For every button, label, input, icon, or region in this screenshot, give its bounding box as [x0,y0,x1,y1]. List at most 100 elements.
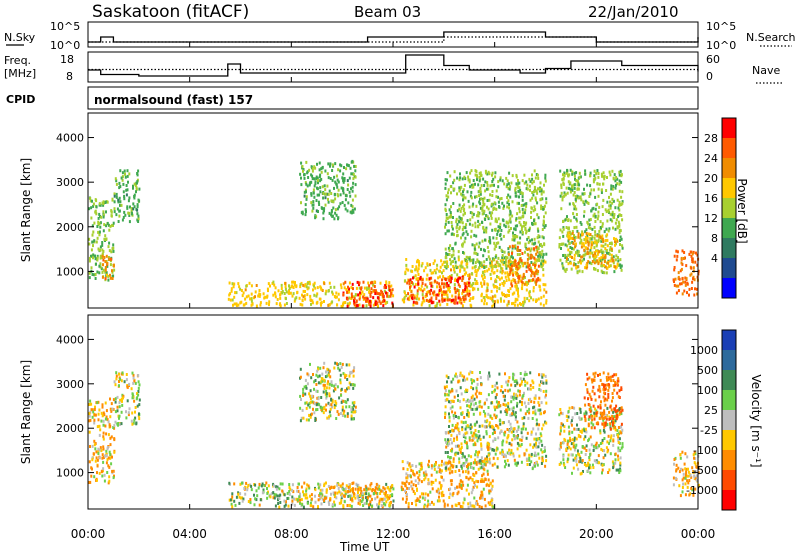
power-colorbar-swatch [722,118,736,138]
time-x-axis: 00:00 04:00 08:00 12:00 16:00 20:00 00:00 [71,42,716,541]
freq-left-tick-top: 18 [60,53,74,66]
power-colorbar-swatch [722,258,736,278]
power-patch-1 [101,254,115,281]
velocity-patch-5 [400,459,496,509]
velocity-patch-6 [443,370,548,471]
power-colorbar-swatch [722,138,736,158]
cpid-value: normalsound (fast) 157 [94,93,253,107]
velocity-patch-8 [583,371,624,431]
power-colorbar-tick-label: 20 [704,172,718,185]
velocity-colorbar: 1000 500 100 25 -25 -100 -500 -1000 [686,329,737,511]
power-colorbar-tick-label: 8 [711,232,718,245]
noise-right-tick-top: 10^5 [706,20,736,33]
freq-left-label-2: [MHz] [4,67,36,80]
power-colorbar-tick-label: 28 [704,132,718,145]
power-patch-12 [672,249,700,297]
x-tick-label: 00:00 [71,527,106,541]
velocity-colorbar-tick-label: 1000 [690,344,718,357]
power-colorbar-swatch [722,218,736,238]
power-y-ticks: 1000 2000 3000 4000 [56,132,698,278]
freq-right-tick-top: 60 [706,53,720,66]
velocity-patch-1 [113,371,141,427]
velocity-colorbar-tick-label: -1000 [686,484,718,497]
velocity-colorbar-swatch [722,450,736,470]
power-patch-3 [227,280,395,308]
power-colorbar-tick-label: 4 [711,252,718,265]
power-colorbar-frame [721,117,737,299]
y-tick-label: 4000 [56,132,84,145]
cpid-panel-frame [87,86,699,110]
velocity-colorbar-swatch [722,370,736,390]
velocity-colorbar-title: Velocity [m s⁻¹] [749,374,763,467]
power-colorbar-swatch [722,238,736,258]
velocity-colorbar-tick-label: -25 [700,424,718,437]
freq-right-label: Nave [752,64,780,77]
noise-left-tick-bottom: 10^0 [50,39,80,52]
velocity-colorbar-swatch [722,470,736,490]
velocity-colorbar-tick-label: 100 [697,384,718,397]
velocity-colorbar-tick-label: -500 [693,464,718,477]
y-tick-label: 2000 [56,221,84,234]
velocity-panel-frame [87,314,699,510]
power-colorbar-swatch [722,158,736,178]
x-tick-label: 00:00 [681,527,716,541]
velocity-colorbar-swatch [722,410,736,430]
velocity-colorbar-swatch [722,330,736,350]
power-colorbar-title: Power [dB] [735,178,749,243]
velocity-y-ticks: 1000 2000 3000 4000 [56,333,698,480]
y-tick-label: 3000 [56,176,84,189]
power-patch-10 [558,168,624,275]
velocity-y-label: Slant Range [km] [19,360,33,464]
velocity-colorbar-tick-label: 500 [697,364,718,377]
y-tick-label: 3000 [56,378,84,391]
noise-series-0 [88,31,699,43]
velocity-colorbar-swatch [722,390,736,410]
noise-right-label: N.Search [746,31,796,44]
noise-left-tick-top: 10^5 [50,20,80,33]
x-tick-label: 08:00 [274,527,309,541]
x-tick-label: 16:00 [477,527,512,541]
freq-left-tick-bottom: 8 [66,70,73,83]
velocity-colorbar-swatch [722,490,736,510]
freq-right-tick-bottom: 0 [706,70,713,83]
velocity-colorbar-swatch [722,430,736,450]
power-patch-9 [507,244,540,288]
station-title: Saskatoon (fitACF) [92,2,249,22]
freq-lines [88,54,699,77]
x-axis-label: Time UT [339,540,390,554]
noise-left-label: N.Sky [4,31,36,44]
power-colorbar-swatch [722,198,736,218]
noise-series-1 [88,36,699,43]
freq-left-label-1: Freq. [4,54,31,67]
noise-right-tick-bottom: 10^0 [706,39,736,52]
power-colorbar-tick-label: 16 [704,192,718,205]
y-tick-label: 4000 [56,333,84,346]
velocity-colorbar-frame [721,329,737,511]
x-tick-label: 12:00 [376,527,411,541]
power-heatmap [88,159,700,308]
y-tick-label: 1000 [56,265,84,278]
power-patch-5 [299,159,357,221]
y-tick-label: 2000 [56,422,84,435]
power-patch-7 [406,275,471,305]
power-colorbar-swatch [722,278,736,298]
power-colorbar-tick-label: 24 [704,152,718,165]
cpid-label: CPID [6,93,35,106]
velocity-colorbar-tick-label: 25 [704,404,718,417]
date-title: 22/Jan/2010 [588,3,679,21]
x-tick-label: 20:00 [579,527,614,541]
power-colorbar-swatch [722,178,736,198]
velocity-patch-7 [558,406,624,476]
velocity-colorbar-swatch [722,350,736,370]
noise-lines [88,31,699,43]
velocity-patch-3 [317,481,394,509]
power-patch-0 [88,196,116,282]
x-tick-label: 04:00 [172,527,207,541]
y-tick-label: 1000 [56,467,84,480]
power-y-label: Slant Range [km] [19,158,33,262]
power-patch-11 [566,231,619,270]
power-patch-4 [342,280,394,308]
velocity-colorbar-tick-label: -100 [693,444,718,457]
power-colorbar-tick-label: 12 [704,212,718,225]
